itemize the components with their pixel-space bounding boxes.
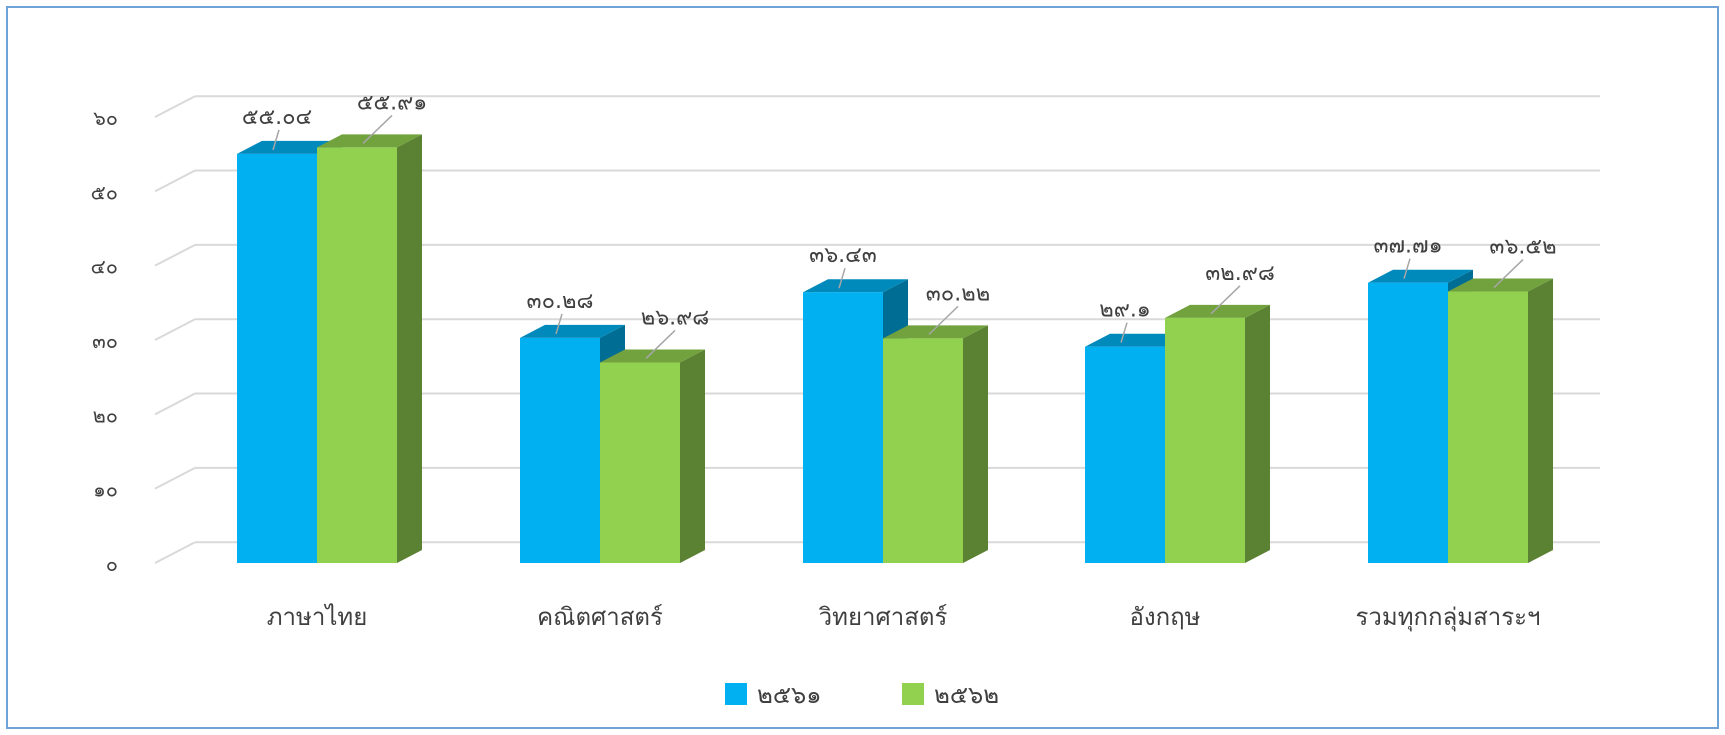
bar-top xyxy=(600,349,705,363)
bar-top xyxy=(1165,304,1270,318)
gridline-diagonal xyxy=(154,318,196,341)
label-leader-line xyxy=(645,329,676,359)
x-category-label: คณิตศาสตร์ xyxy=(537,603,663,631)
data-label: ๕๕.๐๔ xyxy=(242,105,312,130)
data-label: ๒๙.๑ xyxy=(1099,298,1151,323)
y-axis-ticks: ๐ ๑๐ ๒๐ ๓๐ ๔๐ ๕๐ ๖๐ xyxy=(91,106,118,576)
data-label: ๓๖.๔๓ xyxy=(809,243,877,268)
bar-front xyxy=(1368,282,1448,563)
bar-front xyxy=(803,292,883,563)
legend-label: ๒๕๖๑ xyxy=(757,681,821,709)
bar-side xyxy=(1528,278,1553,563)
data-label: ๓๐.๒๘ xyxy=(527,289,594,314)
label-leader-line xyxy=(1120,322,1128,343)
data-label: ๕๕.๙๑ xyxy=(357,90,427,115)
gridline-diagonal xyxy=(154,243,196,267)
gridline-diagonal xyxy=(154,466,196,490)
y-tick-label: ๕๐ xyxy=(91,180,118,204)
y-tick-label: ๓๐ xyxy=(92,329,118,353)
label-leader-line xyxy=(272,129,280,151)
bar-series2 xyxy=(1448,278,1553,563)
bar-side xyxy=(1245,304,1270,563)
bar-side xyxy=(397,134,422,563)
bars xyxy=(237,134,1553,564)
bar-top xyxy=(1448,278,1553,292)
data-label: ๓๐.๒๒ xyxy=(926,281,990,306)
gridline-diagonal xyxy=(154,541,196,564)
x-category-label: วิทยาศาสตร์ xyxy=(818,603,947,631)
bar-top xyxy=(237,140,342,154)
gridline-diagonal xyxy=(154,169,196,193)
bar-front xyxy=(1448,291,1528,563)
bar-top xyxy=(803,279,908,293)
data-label: ๓๒.๙๘ xyxy=(1205,261,1275,286)
y-tick-label: ๔๐ xyxy=(91,255,118,279)
bar-front xyxy=(600,362,680,563)
label-leader-line xyxy=(1493,258,1524,289)
bar-top xyxy=(883,325,988,339)
bar-series2 xyxy=(317,134,422,563)
data-label: ๓๖.๕๒ xyxy=(1489,235,1556,260)
y-tick-label: ๑๐ xyxy=(93,478,118,502)
bar-side xyxy=(680,349,705,563)
label-leader-line xyxy=(838,267,846,289)
y-tick-label: ๐ xyxy=(106,552,118,576)
x-axis-labels: ภาษาไทย คณิตศาสตร์ วิทยาศาสตร์ อังกฤษ รวมทุก… xyxy=(267,603,1541,632)
gridline-diagonal xyxy=(154,95,196,118)
x-category-label: ภาษาไทย xyxy=(267,603,368,631)
bar-top xyxy=(520,324,625,338)
legend-label: ๒๕๖๒ xyxy=(934,681,999,709)
label-leader-line xyxy=(362,114,393,144)
label-leader-line xyxy=(1403,258,1411,279)
y-tick-label: ๖๐ xyxy=(93,106,118,130)
bar-front xyxy=(237,153,317,564)
bar-front xyxy=(317,147,397,563)
bar-front xyxy=(1085,346,1165,563)
x-category-label: รวมทุกกลุ่มสาระฯ xyxy=(1356,603,1541,632)
bar-series2 xyxy=(600,349,705,563)
bar-front xyxy=(883,338,963,563)
label-leader-line xyxy=(555,313,563,335)
legend-swatch xyxy=(902,683,924,705)
gridline-diagonal xyxy=(154,392,196,416)
data-label: ๒๖.๙๘ xyxy=(641,305,710,330)
bar-side xyxy=(963,325,988,563)
legend: ๒๕๖๑ ๒๕๖๒ xyxy=(725,681,999,709)
data-label: ๓๗.๗๑ xyxy=(1373,234,1442,259)
bar-top xyxy=(1368,269,1473,283)
legend-swatch xyxy=(725,683,747,705)
label-leader-line xyxy=(1210,285,1241,315)
bar-front xyxy=(520,337,600,563)
bar-top xyxy=(317,134,422,148)
bar-front xyxy=(1165,317,1245,563)
x-category-label: อังกฤษ xyxy=(1129,603,1200,631)
bar-series2 xyxy=(883,325,988,563)
bar-top xyxy=(1085,333,1190,347)
bar-series2 xyxy=(1165,304,1270,563)
label-leader-line xyxy=(928,305,959,335)
y-tick-label: ๒๐ xyxy=(93,403,118,427)
